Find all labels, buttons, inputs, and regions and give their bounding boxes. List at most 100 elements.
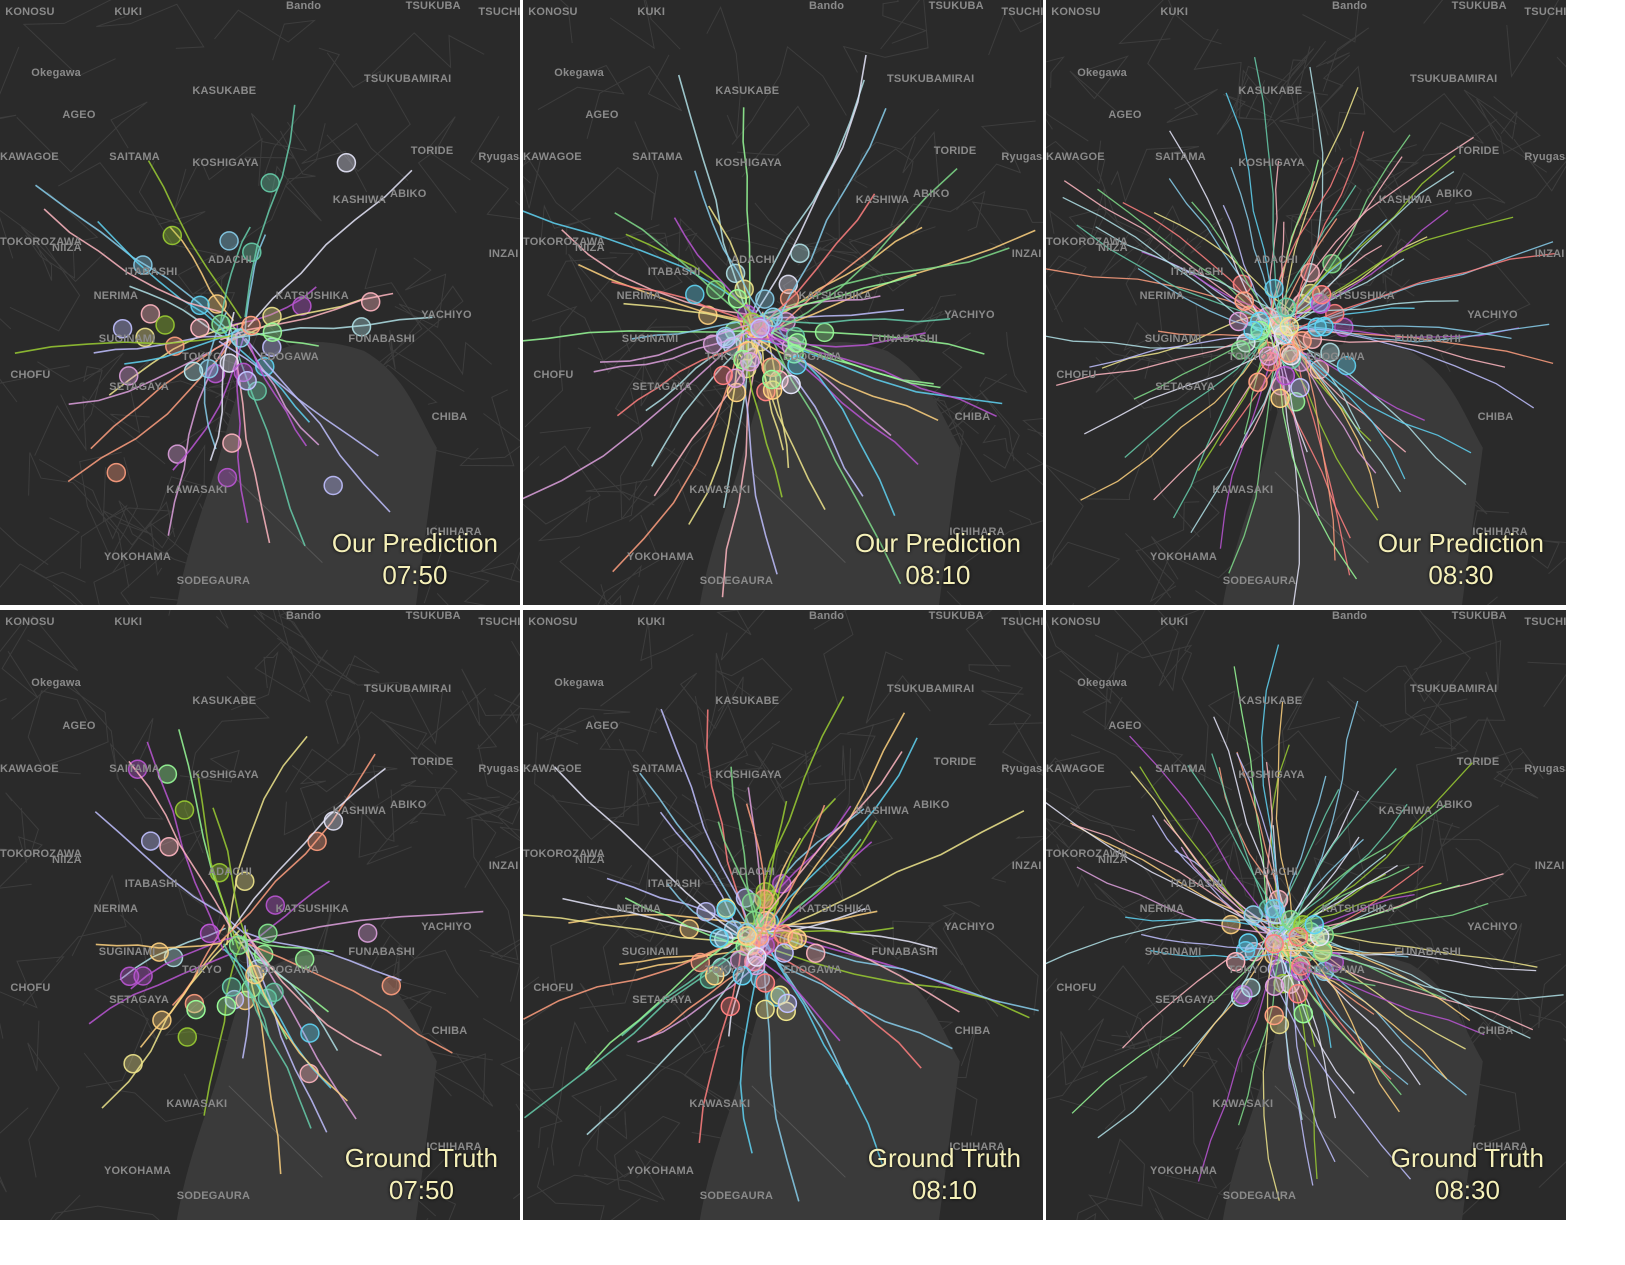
trajectory-line — [88, 952, 232, 1025]
trajectory-line — [240, 880, 330, 950]
road-line — [1302, 0, 1444, 43]
agent-marker — [106, 462, 127, 483]
road-line — [523, 1042, 530, 1053]
agent-marker — [725, 368, 746, 389]
place-label: CHIBA — [1477, 1024, 1514, 1037]
road-line — [1155, 1052, 1218, 1189]
agent-marker — [177, 1027, 198, 1047]
road-line — [1072, 533, 1175, 605]
place-label: SETAGAYA — [632, 994, 693, 1007]
road-line — [383, 285, 464, 366]
agent-marker — [219, 353, 240, 373]
road-line — [1294, 112, 1362, 221]
trajectory-line — [1267, 953, 1485, 1036]
road-line — [1463, 89, 1541, 155]
road-line — [0, 563, 130, 605]
road-line — [1417, 172, 1506, 210]
agent-marker — [1288, 927, 1309, 947]
place-label: TORIDE — [1456, 145, 1500, 158]
place-label: TOKYO — [705, 963, 745, 976]
trajectory-line — [765, 924, 938, 950]
road-line — [988, 0, 1042, 56]
trajectory-line — [743, 947, 841, 1042]
road-line — [283, 795, 375, 836]
road-line — [25, 191, 99, 279]
agent-marker — [1309, 926, 1330, 947]
agent-marker — [262, 322, 283, 342]
place-label: Bando — [809, 610, 845, 622]
place-label: EDOGAWA — [783, 350, 842, 363]
place-label: FUNABASHI — [871, 945, 938, 958]
place-label: NIIZA — [575, 854, 605, 866]
place-label: YOKOHAMA — [104, 550, 171, 563]
place-label: KAWAGOE — [523, 151, 582, 164]
trajectory-line — [741, 334, 778, 575]
place-label: KONOSU — [528, 6, 578, 19]
trajectory-line — [624, 897, 753, 949]
place-label: Ryugasaki — [1524, 151, 1566, 164]
panel-title: Ground Truth — [344, 1143, 498, 1173]
trajectory-line — [523, 329, 754, 342]
place-label: KAWAGOE — [1046, 762, 1105, 775]
road-line — [148, 828, 209, 910]
place-label: NERIMA — [1139, 290, 1185, 303]
agent-marker — [264, 982, 284, 1003]
place-label: TOKOROZAWA — [523, 235, 605, 248]
road-line — [1, 615, 79, 699]
road-line — [11, 678, 109, 770]
road-line — [1046, 905, 1085, 953]
aqualine-road — [1274, 1085, 1369, 1178]
road-line — [662, 818, 762, 890]
map-canvas — [1046, 610, 1566, 1220]
trajectory-line — [241, 925, 250, 1059]
trajectory-line — [1294, 131, 1365, 320]
road-line — [1193, 28, 1266, 119]
trajectory-line — [1046, 919, 1295, 965]
agent-marker — [750, 318, 770, 339]
road-line — [1374, 804, 1499, 870]
panel-title: Ground Truth — [1390, 1143, 1544, 1173]
trajectory-line — [762, 946, 800, 1202]
agent-marker — [1279, 316, 1300, 337]
trajectory-line — [1289, 948, 1564, 1001]
road-line — [466, 744, 520, 820]
road-line — [927, 911, 999, 1017]
road-line — [560, 0, 573, 44]
road-line — [715, 657, 793, 743]
trajectory-line — [1141, 933, 1272, 950]
place-label: SETAGAYA — [632, 381, 693, 394]
road-line — [981, 690, 1043, 776]
place-label: SAITAMA — [632, 762, 683, 775]
trajectory-line — [220, 753, 376, 942]
agent-marker — [149, 942, 169, 962]
road-line — [942, 373, 1008, 435]
agent-marker — [805, 943, 826, 963]
road-line — [1355, 93, 1484, 152]
agent-marker — [741, 892, 762, 913]
place-label: SUGINAMI — [98, 332, 156, 345]
trajectory-line — [717, 821, 764, 933]
place-label: TOKOROZAWA — [0, 847, 82, 860]
trajectory-line — [1046, 268, 1269, 316]
place-label: TSUCHIURA — [1524, 6, 1566, 19]
road-line — [515, 1103, 520, 1112]
trajectory-line — [721, 311, 764, 598]
trajectory-line — [523, 935, 750, 1020]
trajectory-line — [1150, 949, 1279, 959]
road-line — [667, 959, 725, 1054]
trajectory-line — [621, 930, 755, 1037]
place-label: ADACHI — [731, 254, 775, 267]
place-label: KOSHIGAYA — [1238, 768, 1305, 781]
road-line — [1118, 0, 1222, 45]
road-line — [1049, 188, 1114, 277]
road-line — [0, 956, 65, 1039]
road-line — [366, 788, 446, 865]
road-line — [1440, 239, 1531, 373]
agent-marker — [207, 294, 227, 314]
road-line — [1149, 466, 1229, 603]
road-line — [1238, 69, 1312, 215]
agent-marker — [755, 999, 775, 1020]
road-line — [847, 913, 936, 960]
tokyo-bay-water — [699, 341, 960, 605]
agent-marker — [706, 280, 726, 300]
